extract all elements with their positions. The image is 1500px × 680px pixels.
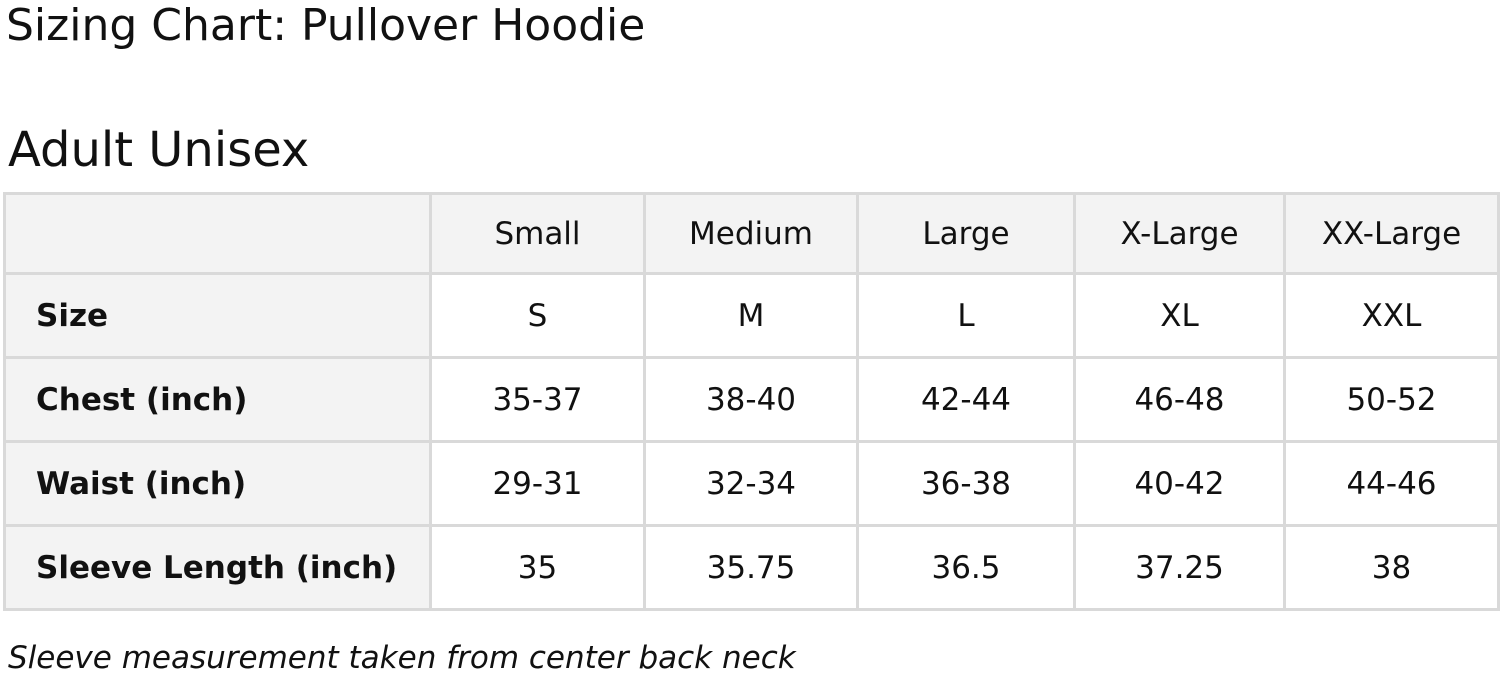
table-cell: 40-42: [1073, 440, 1286, 527]
table-cell: XL: [1073, 272, 1286, 359]
column-header: [3, 192, 432, 275]
column-header: X-Large: [1073, 192, 1286, 275]
table-cell: 44-46: [1283, 440, 1500, 527]
table-cell: 35.75: [643, 524, 859, 611]
section-subtitle: Adult Unisex: [8, 122, 310, 178]
row-label: Sleeve Length (inch): [3, 524, 432, 611]
table-row: Waist (inch) 29-31 32-34 36-38 40-42 44-…: [3, 440, 1500, 527]
table-row: Size S M L XL XXL: [3, 272, 1500, 359]
table-cell: 29-31: [429, 440, 646, 527]
row-label: Chest (inch): [3, 356, 432, 443]
table-cell: 35: [429, 524, 646, 611]
table-cell: 46-48: [1073, 356, 1286, 443]
table-header-row: Small Medium Large X-Large XX-Large: [3, 192, 1500, 275]
row-label: Waist (inch): [3, 440, 432, 527]
table-row: Chest (inch) 35-37 38-40 42-44 46-48 50-…: [3, 356, 1500, 443]
table-row: Sleeve Length (inch) 35 35.75 36.5 37.25…: [3, 524, 1500, 611]
table-cell: 36.5: [856, 524, 1076, 611]
sizing-table: Small Medium Large X-Large XX-Large Size…: [3, 192, 1500, 611]
table-cell: 37.25: [1073, 524, 1286, 611]
column-header: Medium: [643, 192, 859, 275]
footnote: Sleeve measurement taken from center bac…: [8, 640, 796, 676]
table-cell: 50-52: [1283, 356, 1500, 443]
table-cell: L: [856, 272, 1076, 359]
row-label: Size: [3, 272, 432, 359]
table-cell: 32-34: [643, 440, 859, 527]
table-cell: 38-40: [643, 356, 859, 443]
table-cell: M: [643, 272, 859, 359]
table-cell: S: [429, 272, 646, 359]
table-cell: 38: [1283, 524, 1500, 611]
column-header: Large: [856, 192, 1076, 275]
page-title: Sizing Chart: Pullover Hoodie: [6, 0, 646, 51]
table-cell: 36-38: [856, 440, 1076, 527]
column-header: XX-Large: [1283, 192, 1500, 275]
table-cell: 35-37: [429, 356, 646, 443]
column-header: Small: [429, 192, 646, 275]
table-cell: XXL: [1283, 272, 1500, 359]
table-cell: 42-44: [856, 356, 1076, 443]
